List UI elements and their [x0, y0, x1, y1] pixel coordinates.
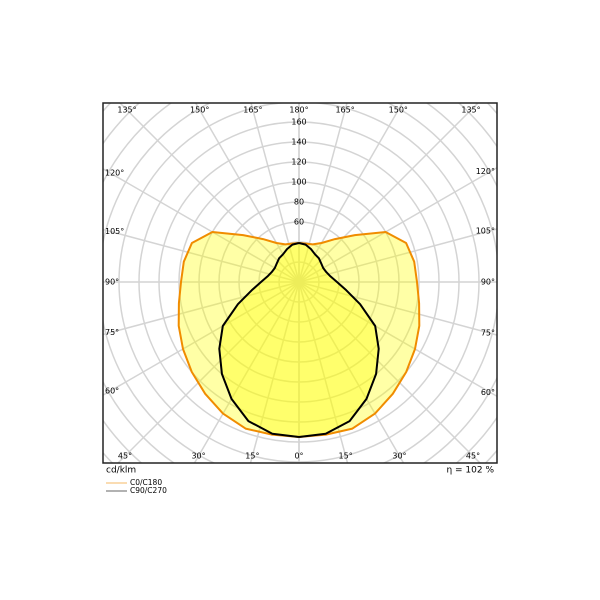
- curve: [177, 231, 300, 438]
- grid-spoke: [298, 166, 497, 283]
- angle-label: 45°: [118, 452, 132, 461]
- labels: 60 80 100 120 140 160 0° 15° 15° 30° 30° 45° 45° 60° 6…: [105, 106, 495, 461]
- grid-spoke: [193, 281, 300, 463]
- angle-label: 15°: [245, 452, 259, 461]
- grid-spoke: [298, 281, 405, 463]
- angle-label: 75°: [481, 329, 495, 338]
- grid-spoke: [298, 103, 348, 283]
- grid-spoke: [298, 103, 480, 283]
- grid-spoke: [298, 281, 497, 398]
- angle-label: 45°: [466, 452, 480, 461]
- grid-spoke: [118, 103, 300, 283]
- angle-label: 75°: [105, 328, 119, 337]
- r-tick-label: 80: [294, 198, 304, 207]
- grid-spoke: [103, 167, 300, 283]
- angle-label: 105°: [476, 226, 495, 235]
- area-fill: [219, 243, 299, 437]
- legend-label: C0/C180: [130, 478, 162, 487]
- frame: [102, 102, 498, 464]
- angle-label: 165°: [243, 106, 262, 115]
- legend-label: C90/C270: [130, 486, 167, 495]
- angle-label: 135°: [117, 106, 136, 115]
- angle-label: 15°: [339, 452, 353, 461]
- grid-spoke: [298, 281, 482, 463]
- angle-label: 30°: [191, 452, 205, 461]
- grid-spoke: [250, 103, 300, 283]
- area-fill: [299, 243, 379, 437]
- angle-label: 135°: [461, 106, 480, 115]
- curve: [298, 242, 380, 438]
- unit-label: cd/klm: [106, 466, 136, 476]
- grid-spoke: [298, 103, 404, 283]
- angle-label: 0°: [294, 452, 303, 461]
- grid-spoke: [194, 103, 300, 283]
- curve: [218, 242, 300, 438]
- r-tick-label: 60: [294, 218, 304, 227]
- efficiency-label: η = 102 %: [446, 466, 494, 476]
- r-tick-label: 160: [291, 118, 306, 127]
- angle-label: 90°: [105, 278, 119, 287]
- angle-label: 120°: [476, 167, 495, 176]
- angle-label: 150°: [389, 106, 408, 115]
- grid-spoke: [298, 228, 497, 283]
- angle-label: 180°: [289, 106, 308, 115]
- angle-label: 150°: [190, 106, 209, 115]
- curve: [298, 231, 421, 438]
- angle-label: 30°: [392, 452, 406, 461]
- angle-label: 165°: [335, 106, 354, 115]
- angle-label: 90°: [481, 278, 495, 287]
- area-fill: [178, 232, 299, 437]
- grid-spoke: [103, 281, 300, 397]
- grid-spoke: [116, 281, 300, 463]
- r-tick-label: 140: [291, 138, 306, 147]
- grid-spoke: [249, 281, 300, 463]
- curves: [177, 231, 421, 438]
- angle-label: 105°: [105, 227, 124, 236]
- r-tick-label: 120: [291, 158, 306, 167]
- r-tick-label: 100: [291, 178, 306, 187]
- grid-spoke: [298, 281, 349, 463]
- angle-label: 60°: [481, 388, 495, 397]
- angle-label: 60°: [105, 387, 119, 396]
- grid-spoke: [103, 228, 300, 283]
- area-fill: [299, 232, 420, 437]
- angle-label: 120°: [105, 168, 124, 177]
